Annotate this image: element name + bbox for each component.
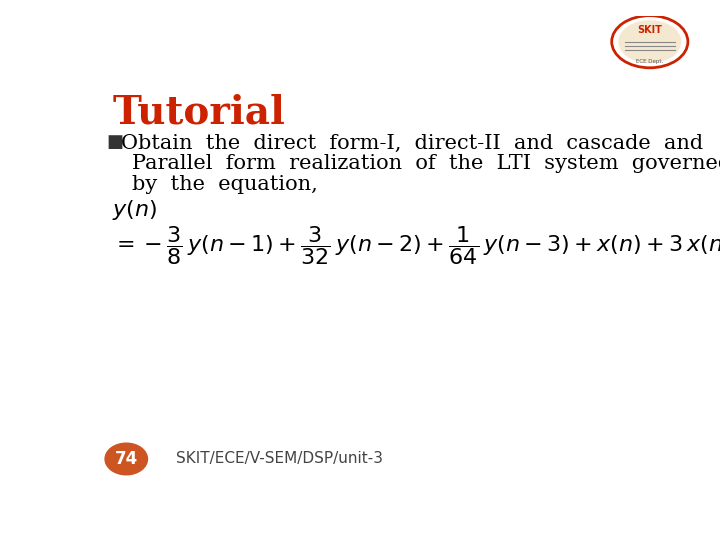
Text: SKIT: SKIT bbox=[637, 25, 662, 36]
Text: by  the  equation,: by the equation, bbox=[132, 175, 318, 194]
Text: Obtain  the  direct  form-I,  direct-II  and  cascade  and: Obtain the direct form-I, direct-II and … bbox=[121, 133, 703, 152]
Text: Tutorial: Tutorial bbox=[112, 94, 285, 132]
Text: 74: 74 bbox=[114, 450, 138, 468]
Text: $y(n)$: $y(n)$ bbox=[112, 198, 158, 222]
Text: Parallel  form  realization  of  the  LTI  system  governed: Parallel form realization of the LTI sys… bbox=[132, 154, 720, 173]
Text: $= -\dfrac{3}{8}\,y(n-1)+\dfrac{3}{32}\,y(n-2)+\dfrac{1}{64}\,y(n-3)+x(n)+3\,x(n: $= -\dfrac{3}{8}\,y(n-1)+\dfrac{3}{32}\,… bbox=[112, 224, 720, 267]
FancyBboxPatch shape bbox=[84, 60, 654, 485]
Circle shape bbox=[105, 443, 148, 475]
Circle shape bbox=[618, 20, 681, 63]
Text: ■: ■ bbox=[107, 133, 124, 151]
Text: SKIT/ECE/V-SEM/DSP/unit-3: SKIT/ECE/V-SEM/DSP/unit-3 bbox=[176, 451, 384, 467]
Text: ECE Dept.: ECE Dept. bbox=[636, 59, 663, 64]
